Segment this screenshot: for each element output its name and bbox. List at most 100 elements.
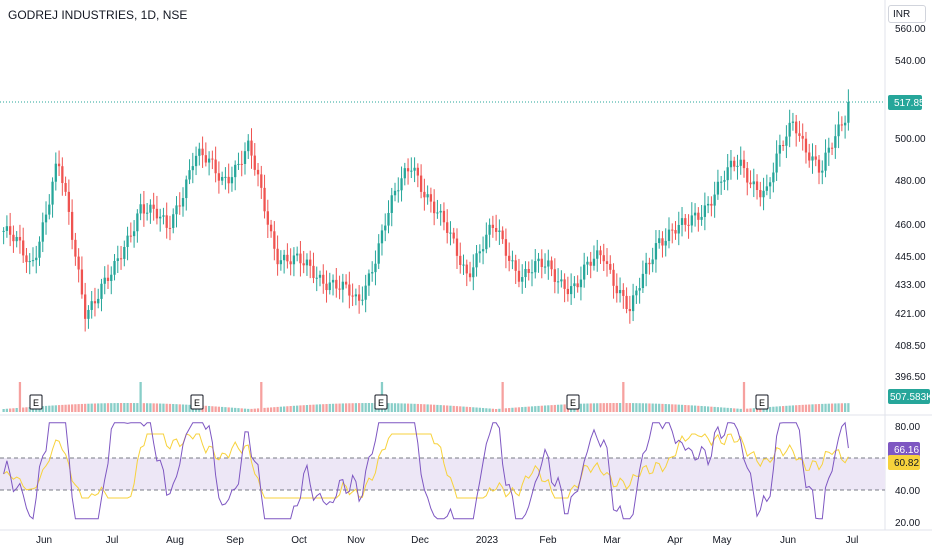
- volume-bar: [804, 404, 808, 412]
- candle-body: [357, 294, 361, 301]
- candle-body: [560, 279, 563, 282]
- candle-body: [181, 198, 185, 207]
- volume-bar: [605, 403, 609, 412]
- volume-bar: [367, 403, 371, 412]
- candle-body: [136, 213, 139, 232]
- candle-body: [514, 260, 517, 271]
- volume-bar: [299, 405, 302, 412]
- candle-body: [716, 181, 720, 195]
- candle-body: [145, 212, 149, 214]
- candle-body: [762, 190, 765, 198]
- volume-bar: [706, 406, 710, 412]
- candle-body: [442, 210, 446, 223]
- earnings-marker[interactable]: E: [29, 394, 43, 410]
- volume-bar: [609, 403, 612, 412]
- candle-body: [384, 225, 387, 231]
- candle-body: [240, 163, 243, 165]
- candle-body: [77, 256, 80, 270]
- candle-body: [628, 308, 631, 312]
- earnings-marker[interactable]: E: [566, 394, 580, 410]
- candle-body: [491, 224, 495, 228]
- volume-bar: [100, 403, 103, 412]
- candle-body: [599, 250, 602, 256]
- candle-body: [804, 138, 808, 153]
- volume-bar: [622, 382, 625, 412]
- volume-bar: [305, 405, 309, 412]
- volume-bar: [302, 405, 305, 412]
- volume-bar: [341, 403, 344, 412]
- candle-body: [446, 222, 449, 233]
- volume-bar: [517, 407, 521, 412]
- volume-bar: [273, 407, 276, 412]
- candle-body: [521, 277, 524, 282]
- volume-bar: [618, 403, 622, 412]
- volume-bar: [720, 407, 723, 412]
- candle-body: [214, 159, 217, 174]
- volume-bar: [592, 403, 596, 412]
- candle-body: [680, 218, 684, 225]
- candle-body: [211, 158, 214, 160]
- volume-bar: [465, 406, 468, 412]
- volume-bar: [628, 403, 631, 412]
- candle-body: [609, 263, 612, 270]
- candle-body: [749, 182, 752, 185]
- volume-bar: [798, 405, 801, 412]
- volume-bar: [478, 407, 481, 412]
- volume-bar: [139, 382, 142, 412]
- candle-body: [720, 181, 723, 183]
- candle-body: [260, 174, 263, 188]
- candle-body: [671, 229, 674, 231]
- volume-bar: [296, 405, 299, 412]
- volume-bar: [781, 406, 785, 412]
- candle-body: [269, 224, 273, 232]
- volume-bar: [410, 403, 413, 412]
- volume-bar: [80, 403, 84, 412]
- time-tick-label: 2023: [476, 535, 499, 546]
- candle-body: [592, 258, 596, 266]
- volume-bar: [837, 403, 840, 412]
- volume-bar: [224, 407, 227, 412]
- volume-bar: [684, 404, 687, 412]
- volume-bar: [749, 408, 752, 412]
- volume-bar: [778, 406, 782, 412]
- candle-body: [61, 166, 64, 184]
- candle-body: [501, 230, 504, 240]
- volume-bar: [269, 407, 273, 412]
- svg-text:E: E: [570, 398, 576, 408]
- volume-bar: [468, 407, 472, 412]
- earnings-marker[interactable]: E: [755, 394, 769, 410]
- volume-bar: [677, 404, 680, 412]
- volume-bar: [338, 403, 341, 412]
- volume-bar: [142, 403, 146, 412]
- volume-bar: [22, 407, 25, 412]
- candle-body: [765, 186, 768, 191]
- chart-title: GODREJ INDUSTRIES, 1D, NSE: [8, 8, 188, 22]
- volume-bar: [390, 403, 393, 412]
- candle-body: [664, 240, 667, 246]
- volume-bar: [645, 403, 648, 412]
- time-tick-label: Nov: [347, 535, 365, 546]
- candle-body: [15, 236, 18, 242]
- volume-bar: [726, 407, 729, 412]
- candle-body: [87, 309, 90, 319]
- volume-bar: [18, 382, 22, 412]
- volume-bar: [631, 403, 635, 412]
- candle-body: [230, 177, 234, 184]
- currency-button[interactable]: INR: [888, 5, 926, 23]
- candle-body: [459, 255, 462, 266]
- volume-bar: [674, 404, 677, 412]
- volume-bar: [286, 406, 289, 412]
- volume-bar: [475, 407, 478, 412]
- candle-body: [540, 258, 543, 267]
- earnings-marker[interactable]: E: [190, 394, 204, 410]
- volume-bar: [716, 407, 720, 412]
- candle-body: [674, 230, 677, 234]
- volume-bar: [736, 408, 739, 412]
- volume-bar: [387, 403, 390, 412]
- candle-body: [207, 158, 211, 163]
- volume-bar: [455, 406, 459, 412]
- volume-bar: [403, 403, 406, 412]
- earnings-marker[interactable]: E: [374, 394, 388, 410]
- rsi-tick-label: 80.00: [895, 422, 920, 433]
